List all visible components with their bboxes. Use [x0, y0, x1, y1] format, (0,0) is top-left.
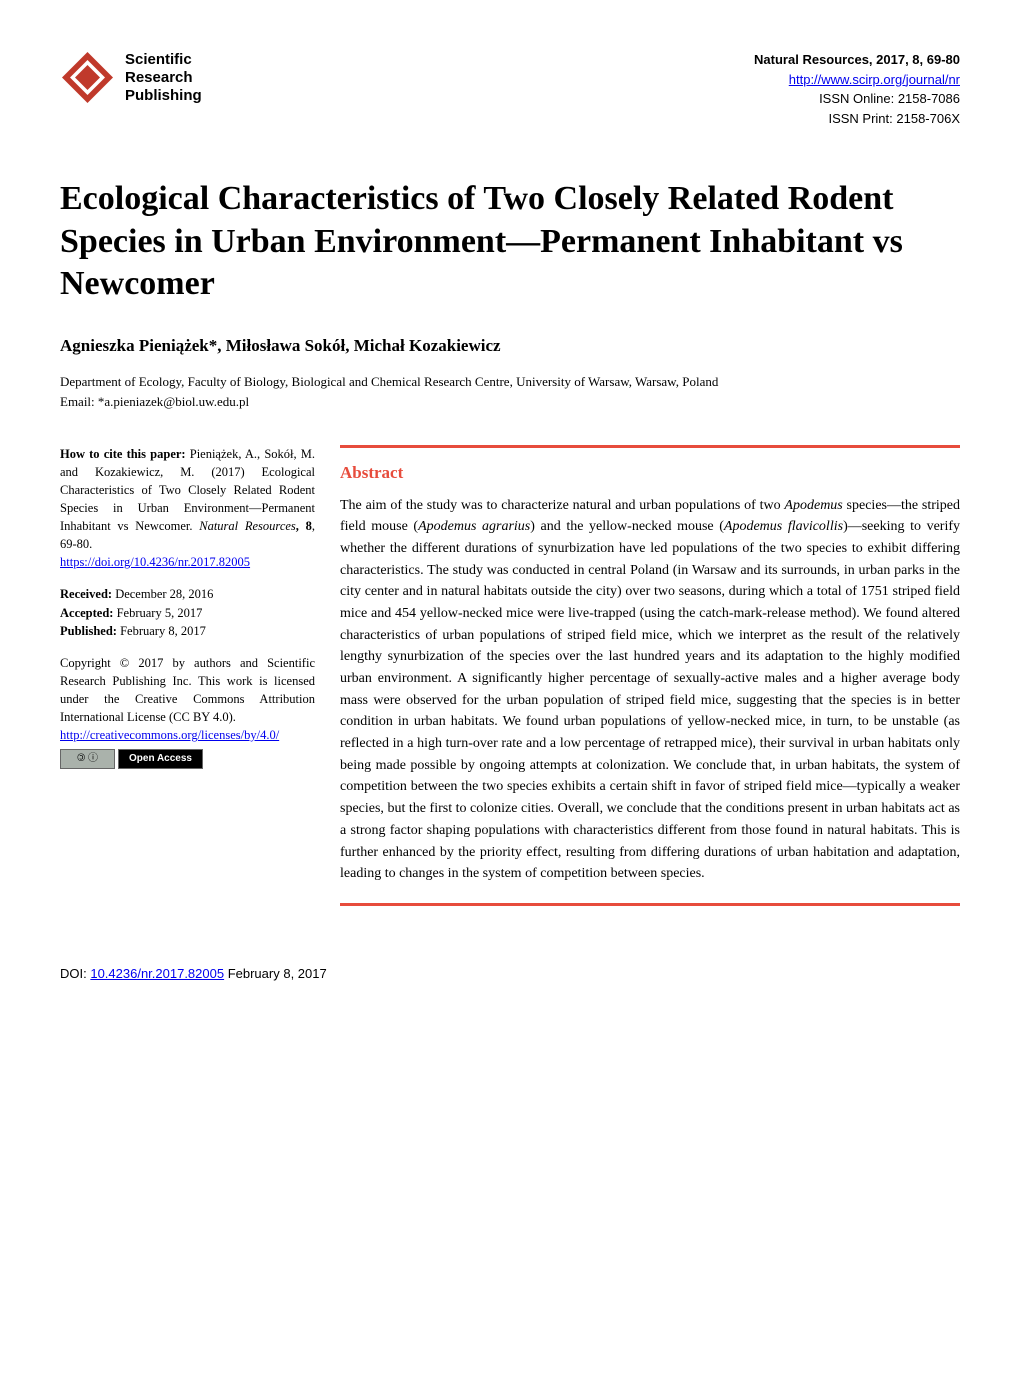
- published-date: February 8, 2017: [117, 624, 206, 638]
- received-label: Received:: [60, 587, 112, 601]
- accepted-label: Accepted:: [60, 606, 113, 620]
- citation-block: How to cite this paper: Pieniążek, A., S…: [60, 445, 315, 572]
- cite-label: How to cite this paper:: [60, 447, 186, 461]
- issn-online: ISSN Online: 2158-7086: [754, 89, 960, 109]
- page-header: Scientific Research Publishing Natural R…: [60, 50, 960, 128]
- abstract-p4: )—seeking to verify whether the differen…: [340, 519, 960, 881]
- journal-info: Natural Resources, 2017, 8, 69-80 http:/…: [754, 50, 960, 128]
- received-date: December 28, 2016: [112, 587, 213, 601]
- logo-line2: Research: [125, 69, 202, 87]
- accepted-date: February 5, 2017: [113, 606, 202, 620]
- author-email: Email: *a.pieniazek@biol.uw.edu.pl: [60, 394, 960, 410]
- published-label: Published:: [60, 624, 117, 638]
- cite-vol: , 8: [296, 519, 312, 533]
- cite-doi-link[interactable]: https://doi.org/10.4236/nr.2017.82005: [60, 555, 250, 569]
- abstract-i2: Apodemus agrarius: [418, 519, 530, 534]
- journal-url-link[interactable]: http://www.scirp.org/journal/nr: [789, 72, 960, 87]
- abstract-p1: The aim of the study was to characterize…: [340, 498, 784, 513]
- authors-list: Agnieszka Pieniążek*, Miłosława Sokół, M…: [60, 336, 960, 356]
- license-url-link[interactable]: http://creativecommons.org/licenses/by/4…: [60, 728, 279, 742]
- footer-doi-label: DOI:: [60, 966, 90, 981]
- logo-line1: Scientific: [125, 51, 202, 69]
- scirp-logo-icon: [60, 50, 115, 105]
- abstract-text: The aim of the study was to characterize…: [340, 495, 960, 885]
- sidebar: How to cite this paper: Pieniążek, A., S…: [60, 445, 315, 906]
- abstract-heading: Abstract: [340, 463, 960, 483]
- issn-print: ISSN Print: 2158-706X: [754, 109, 960, 129]
- dates-block: Received: December 28, 2016 Accepted: Fe…: [60, 585, 315, 639]
- abstract-i1: Apodemus: [784, 498, 842, 513]
- logo-line3: Publishing: [125, 87, 202, 105]
- page-footer: DOI: 10.4236/nr.2017.82005 February 8, 2…: [60, 966, 960, 981]
- affiliation: Department of Ecology, Faculty of Biolog…: [60, 374, 960, 390]
- footer-date: February 8, 2017: [224, 966, 327, 981]
- cc-badges: 🄯 ⓘ Open Access: [60, 749, 315, 769]
- abstract-p3: ) and the yellow-necked mouse (: [530, 519, 724, 534]
- journal-title: Natural Resources, 2017, 8, 69-80: [754, 50, 960, 70]
- copyright-block: Copyright © 2017 by authors and Scientif…: [60, 654, 315, 770]
- abstract-box: Abstract The aim of the study was to cha…: [340, 445, 960, 906]
- article-title: Ecological Characteristics of Two Closel…: [60, 178, 960, 306]
- cite-journal: Natural Resources: [199, 519, 296, 533]
- cc-by-icon: 🄯 ⓘ: [60, 749, 115, 769]
- footer-doi-link[interactable]: 10.4236/nr.2017.82005: [90, 966, 224, 981]
- publisher-name: Scientific Research Publishing: [125, 51, 202, 105]
- copyright-text: Copyright © 2017 by authors and Scientif…: [60, 656, 315, 724]
- main-content: Abstract The aim of the study was to cha…: [340, 445, 960, 906]
- abstract-i3: Apodemus flavicollis: [724, 519, 843, 534]
- content-wrapper: How to cite this paper: Pieniążek, A., S…: [60, 445, 960, 906]
- publisher-logo: Scientific Research Publishing: [60, 50, 202, 105]
- open-access-badge: Open Access: [118, 749, 203, 769]
